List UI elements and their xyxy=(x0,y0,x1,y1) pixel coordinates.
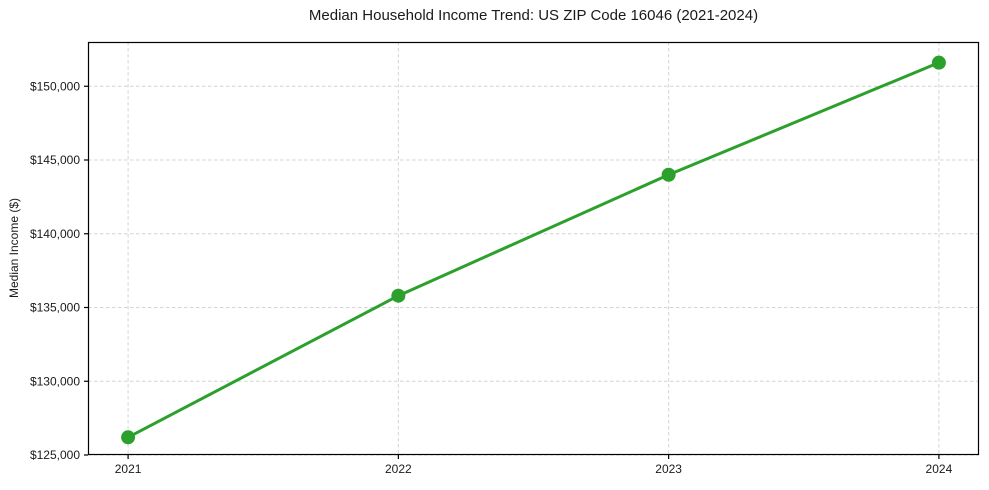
x-tick-label: 2022 xyxy=(385,462,412,476)
x-tick-label: 2023 xyxy=(655,462,682,476)
y-tick-label: $140,000 xyxy=(30,227,80,241)
data-point-marker xyxy=(931,55,946,70)
data-point-marker xyxy=(121,430,136,445)
y-axis-label: Median Income ($) xyxy=(7,197,21,299)
data-point-marker xyxy=(661,167,676,182)
x-tick-label: 2021 xyxy=(115,462,142,476)
x-tick-label: 2024 xyxy=(926,462,953,476)
y-tick-label: $150,000 xyxy=(30,79,80,93)
series-line xyxy=(126,61,941,439)
plot-border xyxy=(87,41,980,456)
y-tick-label: $135,000 xyxy=(30,301,80,315)
y-tick-label: $130,000 xyxy=(30,374,80,388)
chart-title: Median Household Income Trend: US ZIP Co… xyxy=(308,7,759,24)
y-tick-label: $125,000 xyxy=(30,448,80,462)
data-point-marker xyxy=(391,288,406,303)
y-tick-label: $145,000 xyxy=(30,153,80,167)
